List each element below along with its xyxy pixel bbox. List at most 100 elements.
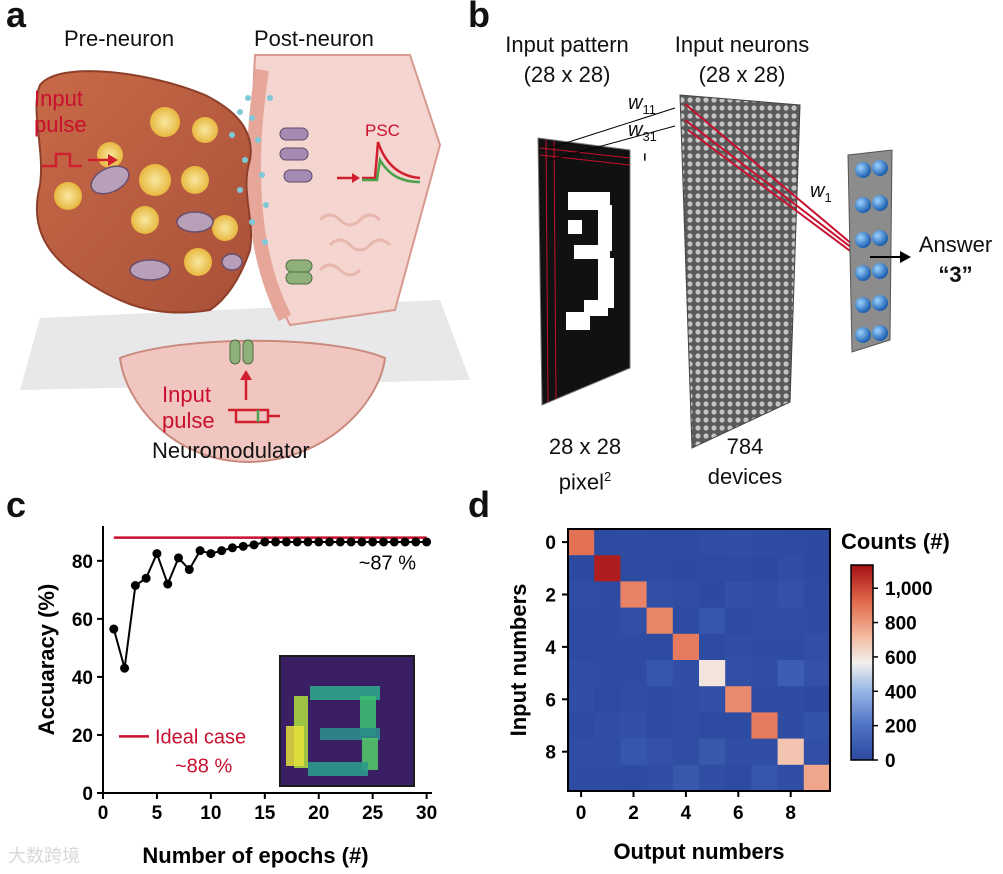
y-tick-label: 80 [72,552,93,573]
input-pulse-top-symbol [42,152,118,168]
x-tick-label: 20 [308,803,329,824]
digit-label: 3 [630,198,631,199]
y-tick-label: 8 [545,743,556,764]
heatmap-cell [725,712,752,740]
x-tick-label: 10 [200,803,221,824]
heatmap-cell [646,529,674,556]
heatmap-cell [699,581,726,609]
colorbar-tick-label: 400 [885,682,917,703]
accuracy-point [174,553,184,563]
heatmap-cell [594,555,621,582]
inset-stroke [308,762,368,776]
legend-ideal-value: ~88 % [175,755,232,777]
psc-label: PSC [365,121,400,140]
accuracy-point [346,537,356,547]
heatmap-cell [620,764,648,792]
post-neuron-label: Post-neuron [254,26,374,51]
heatmap-cell [672,555,700,582]
y-tick-label: 2 [545,586,556,607]
heatmap-cell [646,581,674,609]
heatmap-cell [568,555,595,582]
heatmap-cell [725,581,752,609]
x-tick-label: 0 [98,803,109,824]
heatmap-cell [699,712,726,740]
input-neurons-label: Input neurons (28 x 28) [674,32,810,87]
accuracy-point [292,537,302,547]
accuracy-point [314,537,324,547]
y-tick-label: 20 [72,726,93,747]
accuracy-point [389,537,399,547]
receptors [279,127,313,285]
heatmap-cell [672,712,700,740]
accuracy-point [141,573,151,583]
heatmap-cell [594,764,621,792]
accuracy-point [335,537,345,547]
weight-w31-label: w31 [628,119,657,144]
panel-label-d: d [468,484,490,525]
x-tick-label: 8 [785,803,796,824]
neuromodulator-receptor [229,339,254,365]
heatmap-cell [751,738,779,766]
heatmap-cell [620,712,648,740]
x-tick-label: 2 [628,803,639,824]
heatmap-cell [568,686,595,713]
heatmap-cell [568,581,595,609]
answer-value: “3” [938,262,973,287]
heatmap-cell [620,607,648,635]
accuracy-point [120,663,130,673]
watermark: 大数跨境 [8,846,80,866]
heatmap-cell [620,581,648,609]
accuracy-point [303,537,313,547]
panel-label-a: a [6,0,27,35]
heatmap-cell [672,686,700,713]
colorbar-tick-label: 800 [885,614,917,635]
heatmap-cell [568,529,595,556]
inset-stroke [320,728,380,740]
heatmap-cell [699,738,726,766]
heatmap-cell [620,738,648,766]
accuracy-point [368,537,378,547]
heatmap-cell [699,633,726,661]
heatmap-cell [568,764,595,792]
panel-label-c: c [6,484,27,525]
heatmap-cell [803,633,831,661]
panel-c-accuracy-chart: 0 5 10 15 20 25 30 0 20 40 60 80 Number of epochs (#… [34,526,437,868]
heatmap-cell [620,686,648,713]
accuracy-point [325,537,335,547]
heatmap-cell [672,660,700,687]
heatmap-cell [725,529,752,556]
heatmap-cell [777,660,805,687]
heatmap-cell [725,555,752,582]
colorbar [850,564,874,761]
heatmap-cell [751,686,779,713]
accuracy-point [422,537,432,547]
heatmap-cell [594,712,621,740]
chart-c-plot: 0 5 10 15 20 25 30 0 20 40 60 80 Number of epochs (#… [34,526,437,868]
pre-neuron-label: Pre-neuron [64,26,175,51]
heatmap-cell [803,686,831,713]
heatmap-cell [777,555,805,582]
heatmap-cell [803,607,831,635]
accuracy-point [260,537,270,547]
heatmap-cell [646,555,674,582]
accuracy-point [195,546,205,556]
x-tick-label: 5 [152,803,163,824]
accuracy-point [227,543,237,553]
x-tick-label: 0 [576,803,587,824]
output-neurons [855,160,888,343]
heatmap-cell [725,686,752,713]
heatmap-cell [777,764,805,792]
accuracy-point [152,549,162,559]
heatmap-cell [777,738,805,766]
x-tick-label: 6 [733,803,744,824]
accuracy-point [281,537,291,547]
heatmap-cell [751,555,779,582]
y-tick-label: 6 [545,690,556,711]
heatmap-cell [672,581,700,609]
ellipsis: ...... [640,152,657,160]
answer-label: Answer [918,232,993,257]
accuracy-point [357,537,367,547]
heatmap-cell [646,764,674,792]
